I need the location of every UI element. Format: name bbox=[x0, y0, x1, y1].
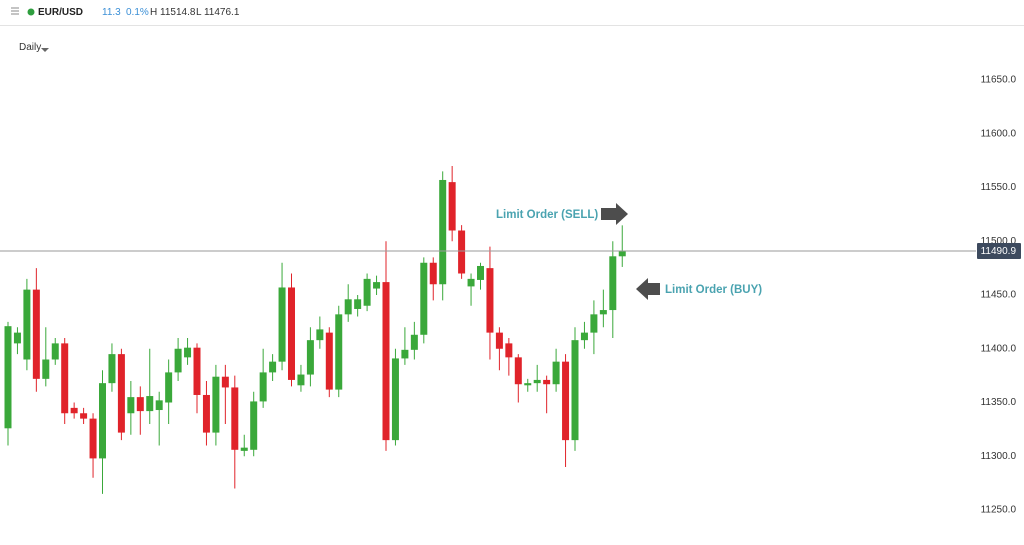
y-tick-label: 11300.0 bbox=[981, 451, 1017, 462]
candle-body bbox=[590, 314, 598, 333]
candle-body bbox=[552, 361, 560, 385]
candle-body bbox=[609, 256, 617, 311]
menu-icon bbox=[11, 7, 19, 15]
y-tick-label: 11500.0 bbox=[981, 236, 1017, 247]
y-tick-label: 11250.0 bbox=[981, 505, 1017, 516]
candle-body bbox=[250, 401, 258, 450]
timeframe[interactable]: Daily bbox=[19, 42, 42, 53]
candle-body bbox=[13, 332, 21, 344]
candle-body bbox=[212, 376, 220, 433]
candle-body bbox=[316, 329, 324, 341]
header-bar: EUR/USD 11.3 0.1% H 11514.8 L 11476.1 bbox=[0, 0, 1024, 26]
candle-body bbox=[533, 379, 541, 384]
candle-body bbox=[165, 372, 173, 403]
y-tick-label: 11350.0 bbox=[981, 397, 1017, 408]
candle-body bbox=[269, 361, 277, 373]
change: 11.3 bbox=[102, 7, 121, 18]
candle-body bbox=[221, 376, 229, 388]
candle-body bbox=[155, 400, 163, 411]
last-price-tag-bg bbox=[977, 243, 1021, 260]
candle-body bbox=[467, 278, 475, 287]
candle-body bbox=[61, 343, 69, 414]
candle-body bbox=[184, 347, 192, 358]
candle-body bbox=[562, 361, 570, 441]
candle-body bbox=[42, 359, 50, 379]
candle-body bbox=[278, 287, 286, 362]
candle-body bbox=[543, 379, 551, 385]
candle-body bbox=[297, 374, 305, 386]
candle-body bbox=[23, 289, 31, 360]
dropdown-caret bbox=[41, 48, 49, 52]
candle-body bbox=[599, 310, 607, 315]
buy-arrow bbox=[636, 278, 660, 300]
candle-body bbox=[231, 387, 239, 450]
candle-body bbox=[429, 262, 437, 285]
candle-body bbox=[99, 383, 106, 459]
y-tick-label: 11550.0 bbox=[981, 182, 1017, 193]
candle-body bbox=[117, 354, 125, 433]
candle-body bbox=[439, 179, 447, 285]
candle-body bbox=[335, 314, 343, 390]
candle-body bbox=[571, 340, 579, 441]
candle-body bbox=[240, 447, 248, 451]
candle-body bbox=[259, 372, 267, 402]
candle-body bbox=[32, 289, 40, 379]
last-price-tag: 11490.9 bbox=[981, 246, 1017, 257]
candle-body bbox=[477, 265, 484, 280]
candle-body bbox=[108, 354, 116, 384]
candle-body bbox=[306, 340, 314, 375]
candle-body bbox=[344, 299, 352, 315]
candle-body bbox=[354, 299, 362, 309]
day-high: H 11514.8 bbox=[150, 7, 196, 18]
candle-body bbox=[524, 383, 532, 386]
symbol[interactable]: EUR/USD bbox=[38, 7, 84, 18]
candle-body bbox=[89, 418, 97, 459]
candle-body bbox=[288, 287, 295, 380]
candle-body bbox=[146, 396, 154, 412]
candle-body bbox=[136, 397, 144, 412]
candle-body bbox=[495, 332, 503, 349]
candle-body bbox=[363, 278, 371, 306]
candle-body bbox=[202, 394, 210, 433]
candle-body bbox=[505, 343, 513, 358]
candle-body bbox=[618, 251, 626, 257]
y-tick-label: 11400.0 bbox=[981, 343, 1017, 354]
status-dot bbox=[27, 8, 35, 16]
y-tick-label: 11450.0 bbox=[981, 290, 1017, 301]
candle-body bbox=[4, 326, 12, 429]
candle-body bbox=[373, 282, 381, 289]
candle-body bbox=[325, 332, 333, 390]
candle-body bbox=[382, 282, 390, 441]
candle-body bbox=[80, 413, 88, 419]
candle-body bbox=[448, 182, 456, 231]
candle-body bbox=[193, 347, 201, 395]
candle-body bbox=[51, 343, 59, 360]
annotation: Limit Order (SELL) bbox=[496, 209, 598, 221]
candle-body bbox=[391, 358, 399, 441]
day-low: L 11476.1 bbox=[196, 7, 240, 18]
candle-body bbox=[70, 407, 78, 414]
candle-body bbox=[174, 348, 182, 373]
candle-body bbox=[420, 262, 428, 335]
sell-arrow bbox=[601, 203, 628, 225]
candle-body bbox=[401, 349, 409, 359]
candle-body bbox=[486, 268, 494, 333]
candle-body bbox=[458, 230, 466, 274]
annotation: Limit Order (BUY) bbox=[665, 284, 762, 296]
change-pct: 0.1% bbox=[126, 7, 149, 18]
y-tick-label: 11600.0 bbox=[981, 128, 1017, 139]
candle-body bbox=[580, 332, 588, 341]
y-tick-label: 11650.0 bbox=[981, 75, 1017, 86]
candle-body bbox=[514, 357, 522, 385]
candle-body bbox=[410, 334, 418, 350]
candle-body bbox=[127, 397, 135, 414]
